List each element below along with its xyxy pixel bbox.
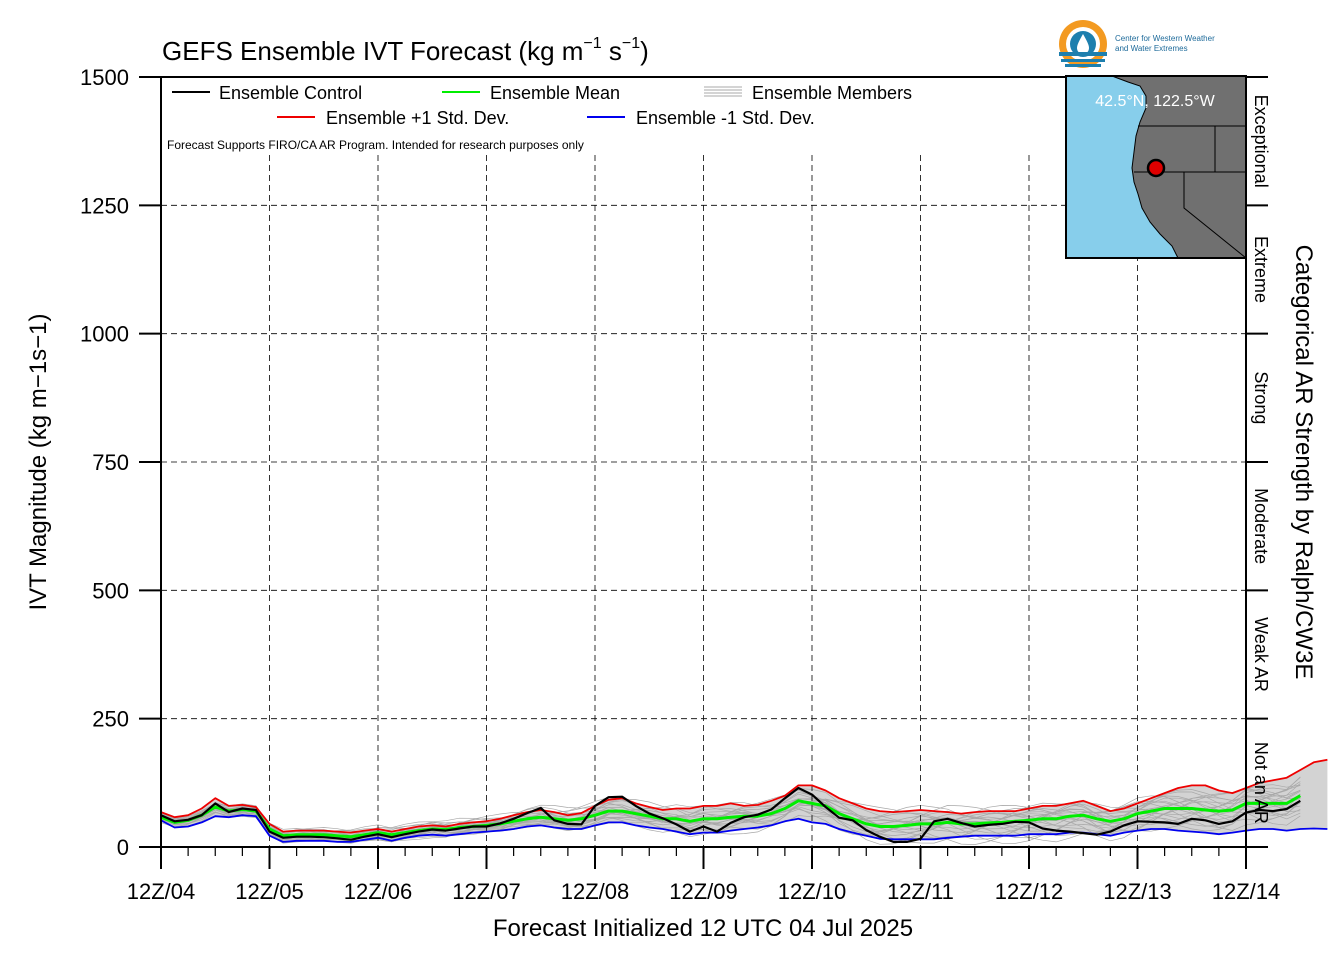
- cw3e-logo: Center for Western Weather and Water Ext…: [1059, 20, 1215, 68]
- chart-legend: Ensemble Control Ensemble Mean Ensemble …: [164, 80, 924, 132]
- x-tick-label: 12Z/07: [452, 879, 521, 904]
- x-tick-label: 12Z/04: [127, 879, 196, 904]
- location-marker: [1146, 158, 1166, 178]
- series-line-control: [160, 786, 1301, 844]
- category-label: Not an AR: [1251, 742, 1271, 824]
- series-line-mean: [160, 794, 1302, 839]
- inset-coordinates: 42.5°N, 122.5°W: [1095, 93, 1215, 110]
- x-axis-label: Forecast Initialized 12 UTC 04 Jul 2025: [493, 915, 913, 942]
- legend-label-members: Ensemble Members: [752, 83, 912, 103]
- legend-label-control: Ensemble Control: [219, 83, 362, 103]
- chart-title: GEFS Ensemble IVT Forecast (kg m−1 s−1): [162, 35, 649, 66]
- series-line-plus: [160, 758, 1328, 834]
- category-label: Moderate: [1251, 488, 1271, 564]
- x-tick-label: 12Z/10: [778, 879, 847, 904]
- legend-label-mean: Ensemble Mean: [490, 83, 620, 103]
- legend-label-minus: Ensemble -1 Std. Dev.: [636, 108, 815, 128]
- axis-ticks: 0 250 500 750 1000 1250 1500 12Z/04 12Z/05 12Z/06…: [80, 65, 1280, 904]
- legend-swatch-members: [704, 86, 742, 97]
- ensemble-spread-band: [161, 759, 1328, 842]
- x-tick-label: 12Z/11: [887, 879, 954, 904]
- logo-text-line2: and Water Extremes: [1115, 44, 1188, 53]
- location-inset-map: 42.5°N, 122.5°W: [1065, 75, 1247, 259]
- x-tick-label: 12Z/08: [561, 879, 630, 904]
- right-axis-label: Categorical AR Strength by Ralph/CW3E: [1290, 245, 1317, 680]
- x-tick-label: 12Z/13: [1103, 879, 1172, 904]
- y-tick-label: 0: [117, 835, 129, 860]
- ar-category-scale: Not an AR Weak AR Moderate Strong Extreme Exc…: [1246, 76, 1271, 848]
- disclaimer-text: Forecast Supports FIRO/CA AR Program. In…: [167, 138, 584, 152]
- x-tick-label: 12Z/06: [344, 879, 413, 904]
- y-tick-label: 250: [92, 707, 129, 732]
- category-label: Exceptional: [1251, 95, 1271, 188]
- spread-area: [161, 759, 1328, 842]
- inset-frame: [1065, 75, 1247, 259]
- y-tick-label: 1000: [80, 322, 129, 347]
- y-tick-label: 500: [92, 578, 129, 603]
- ensemble-member-line: [160, 785, 1301, 837]
- legend-background: [164, 80, 924, 132]
- chart-series: [160, 758, 1328, 844]
- x-tick-label: 12Z/09: [669, 879, 738, 904]
- chart-grid: [161, 155, 1246, 847]
- x-tick-label: 12Z/12: [995, 879, 1064, 904]
- category-label: Extreme: [1251, 236, 1271, 303]
- logo-text-line1: Center for Western Weather: [1115, 34, 1215, 43]
- inset-borders: [1134, 125, 1247, 259]
- category-label: Weak AR: [1251, 617, 1271, 692]
- y-tick-label: 1250: [80, 193, 129, 218]
- y-axis-label: IVT Magnitude (kg m−1s−1): [25, 313, 52, 610]
- ensemble-member-line: [160, 776, 1301, 839]
- legend-label-plus: Ensemble +1 Std. Dev.: [326, 108, 509, 128]
- x-tick-label: 12Z/05: [235, 879, 304, 904]
- x-tick-label: 12Z/14: [1212, 879, 1281, 904]
- series-line-minus: [160, 814, 1328, 843]
- y-tick-label: 1500: [80, 65, 129, 90]
- y-tick-label: 750: [92, 450, 129, 475]
- category-label: Strong: [1251, 371, 1271, 424]
